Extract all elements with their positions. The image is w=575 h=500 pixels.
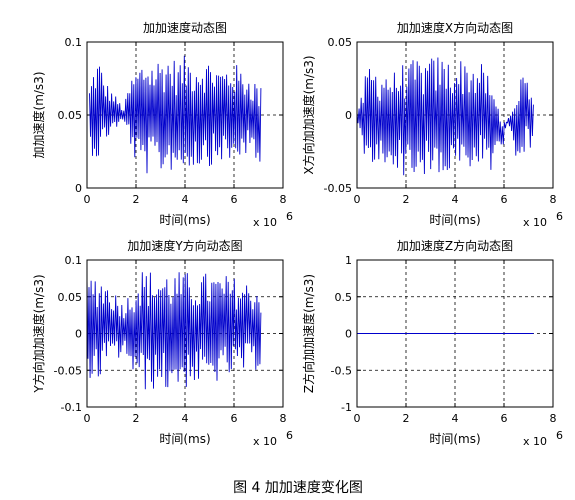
x-axis-multiplier: x 10 xyxy=(253,216,277,229)
x-tick-label: 2 xyxy=(403,412,410,425)
y-tick-label: 0.05 xyxy=(58,109,83,122)
x-axis-multiplier: x 10 xyxy=(523,435,547,448)
y-tick-label: -0.5 xyxy=(331,364,352,377)
y-tick-label: -1 xyxy=(341,401,352,414)
y-axis-label: 加加速度(m/s3) xyxy=(31,72,46,159)
x-tick-label: 2 xyxy=(133,193,140,206)
x-tick-label: 6 xyxy=(231,412,238,425)
x-tick-label: 0 xyxy=(84,193,91,206)
x-axis-exponent: 6 xyxy=(286,210,293,223)
series-line xyxy=(89,55,262,174)
axes-frame xyxy=(86,259,284,408)
x-axis-exponent: 6 xyxy=(556,429,563,442)
series-line xyxy=(356,57,534,176)
y-tick-label: 0 xyxy=(75,182,82,195)
x-axis-multiplier: x 10 xyxy=(253,435,277,448)
y-axis-label: Z方向加加速度(m/s3) xyxy=(301,274,316,393)
series-line xyxy=(86,272,262,390)
x-axis-exponent: 6 xyxy=(556,210,563,223)
x-tick-label: 6 xyxy=(501,412,508,425)
chart-title: 加加速度X方向动态图 xyxy=(397,20,513,35)
x-axis-label: 时间(ms) xyxy=(159,432,210,446)
chart-title: 加加速度Y方向动态图 xyxy=(127,238,242,253)
x-tick-label: 6 xyxy=(231,193,238,206)
x-tick-label: 8 xyxy=(550,193,557,206)
axes-frame xyxy=(86,41,284,189)
axes-frame xyxy=(356,259,554,408)
axes-frame xyxy=(356,41,554,189)
y-tick-label: -0.1 xyxy=(61,401,82,414)
y-tick-label: 0.05 xyxy=(58,291,83,304)
x-axis-label: 时间(ms) xyxy=(429,432,480,446)
x-tick-label: 8 xyxy=(280,193,287,206)
x-axis-label: 时间(ms) xyxy=(429,213,480,227)
x-tick-label: 4 xyxy=(452,193,459,206)
x-axis-label: 时间(ms) xyxy=(159,213,210,227)
chart-title: 加加速度动态图 xyxy=(143,20,227,35)
y-axis-label: X方向加加速度(m/s3) xyxy=(301,55,316,174)
chart-title: 加加速度Z方向动态图 xyxy=(397,238,513,253)
y-tick-label: 0.05 xyxy=(328,36,353,49)
x-tick-label: 0 xyxy=(354,193,361,206)
y-tick-label: 0.5 xyxy=(335,291,353,304)
x-axis-exponent: 6 xyxy=(286,429,293,442)
x-tick-label: 2 xyxy=(403,193,410,206)
y-tick-label: 0.1 xyxy=(65,254,83,267)
y-tick-label: 0.1 xyxy=(65,36,83,49)
x-axis-multiplier: x 10 xyxy=(523,216,547,229)
x-tick-label: 0 xyxy=(354,412,361,425)
x-tick-label: 8 xyxy=(550,412,557,425)
y-axis-label: Y方向加加速度(m/s3) xyxy=(31,274,46,393)
x-tick-label: 2 xyxy=(133,412,140,425)
x-tick-label: 8 xyxy=(280,412,287,425)
x-tick-label: 4 xyxy=(182,412,189,425)
y-tick-label: 1 xyxy=(345,254,352,267)
x-tick-label: 4 xyxy=(182,193,189,206)
x-tick-label: 0 xyxy=(84,412,91,425)
y-tick-label: 0 xyxy=(345,328,352,341)
y-tick-label: 0 xyxy=(75,328,82,341)
figure-caption: 图 4 加加速度变化图 xyxy=(233,480,363,496)
y-tick-label: -0.05 xyxy=(54,364,82,377)
x-tick-label: 4 xyxy=(452,412,459,425)
x-tick-label: 6 xyxy=(501,193,508,206)
y-tick-label: -0.05 xyxy=(324,182,352,195)
y-tick-label: 0 xyxy=(345,109,352,122)
